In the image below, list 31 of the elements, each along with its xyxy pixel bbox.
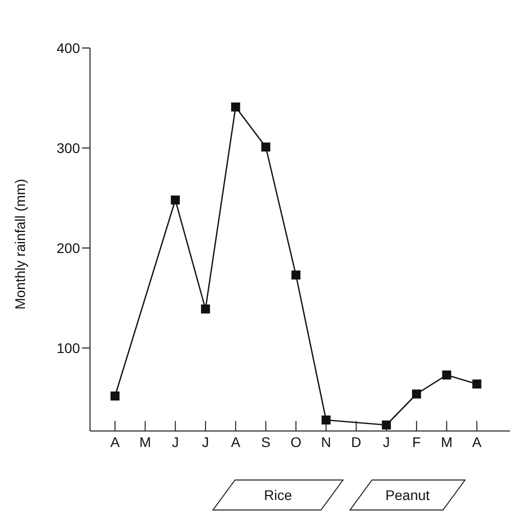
y-tick-label: 400 — [56, 40, 80, 56]
x-tick-label: J — [382, 434, 390, 450]
x-tick-label: S — [261, 434, 270, 450]
y-tick-label: 300 — [56, 140, 80, 156]
y-tick-label: 100 — [56, 340, 80, 356]
x-tick-label: A — [230, 434, 241, 450]
x-tick-label: M — [139, 434, 152, 450]
x-tick-label: M — [440, 434, 453, 450]
y-tick-label: 200 — [56, 240, 80, 256]
y-axis-title: Monthly rainfall (mm) — [12, 178, 28, 310]
point — [231, 102, 240, 112]
point — [261, 142, 270, 152]
point — [110, 392, 120, 400]
point — [291, 270, 300, 280]
x-tick-label: A — [472, 434, 482, 450]
point — [170, 196, 180, 204]
x-tick-label: N — [321, 434, 332, 450]
x-tick-label: A — [110, 434, 120, 450]
point — [412, 390, 422, 398]
x-tick-label: O — [290, 434, 302, 450]
point — [382, 420, 391, 430]
x-tick-label: D — [351, 434, 362, 450]
text: Rice — [264, 487, 292, 503]
point — [322, 416, 331, 424]
point — [200, 304, 210, 314]
point — [442, 370, 452, 380]
x-tick-label: J — [172, 434, 179, 450]
x-tick-label: F — [412, 434, 421, 450]
point — [472, 380, 482, 388]
x-tick-label: J — [202, 434, 209, 450]
text: Peanut — [385, 487, 430, 503]
